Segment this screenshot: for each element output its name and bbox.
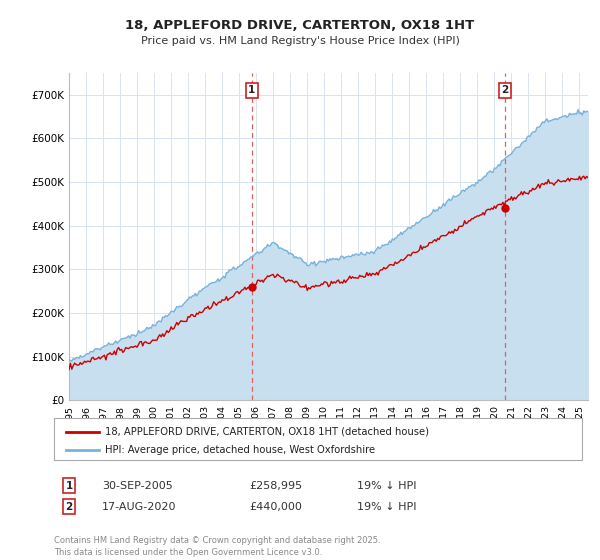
Text: 18, APPLEFORD DRIVE, CARTERTON, OX18 1HT (detached house): 18, APPLEFORD DRIVE, CARTERTON, OX18 1HT… (105, 427, 429, 437)
Text: 1: 1 (65, 480, 73, 491)
Text: 2: 2 (502, 85, 509, 95)
Text: HPI: Average price, detached house, West Oxfordshire: HPI: Average price, detached house, West… (105, 445, 375, 455)
Text: 19% ↓ HPI: 19% ↓ HPI (357, 480, 416, 491)
Text: £258,995: £258,995 (249, 480, 302, 491)
Text: 2: 2 (65, 502, 73, 512)
Text: Price paid vs. HM Land Registry's House Price Index (HPI): Price paid vs. HM Land Registry's House … (140, 36, 460, 46)
Text: 18, APPLEFORD DRIVE, CARTERTON, OX18 1HT: 18, APPLEFORD DRIVE, CARTERTON, OX18 1HT (125, 18, 475, 32)
Text: 30-SEP-2005: 30-SEP-2005 (102, 480, 173, 491)
Text: Contains HM Land Registry data © Crown copyright and database right 2025.
This d: Contains HM Land Registry data © Crown c… (54, 536, 380, 557)
Text: 19% ↓ HPI: 19% ↓ HPI (357, 502, 416, 512)
Text: £440,000: £440,000 (249, 502, 302, 512)
Text: 1: 1 (248, 85, 256, 95)
Text: 17-AUG-2020: 17-AUG-2020 (102, 502, 176, 512)
